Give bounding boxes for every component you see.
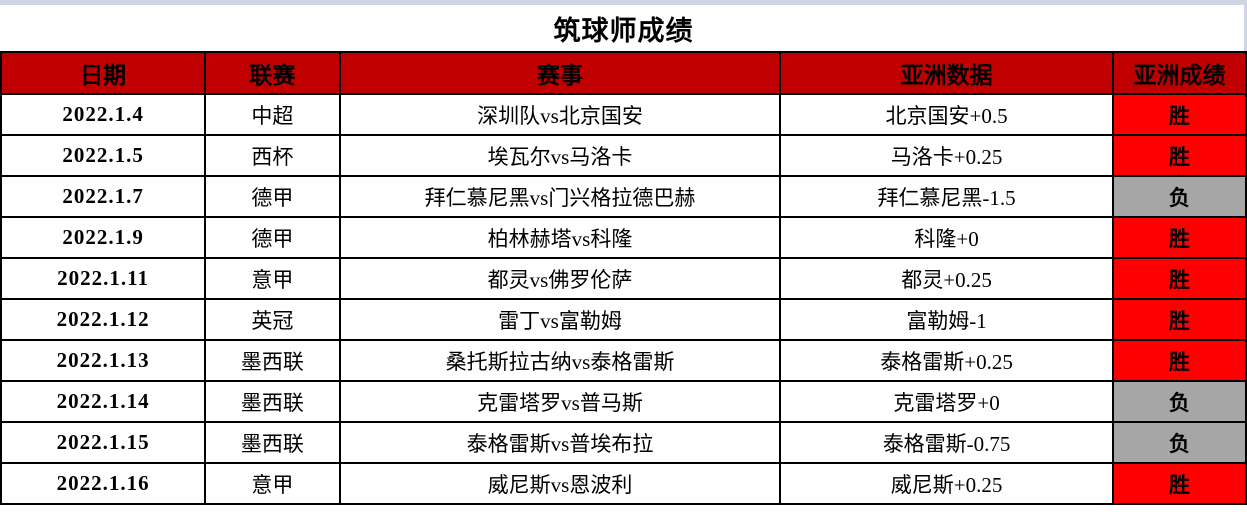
cell-match[interactable]: 拜仁慕尼黑vs门兴格拉德巴赫 xyxy=(338,175,782,218)
result-status-badge[interactable]: 胜 xyxy=(1111,257,1247,300)
result-status-badge[interactable]: 胜 xyxy=(1111,134,1247,177)
cell-league[interactable]: 意甲 xyxy=(204,462,341,505)
header-row: 日期 联赛 赛事 亚洲数据 亚洲成绩 xyxy=(0,51,1247,95)
cell-date[interactable]: 2022.1.4 xyxy=(0,93,207,136)
cell-match[interactable]: 都灵vs佛罗伦萨 xyxy=(338,257,782,300)
page-title-bar: 筑球师成绩 xyxy=(0,5,1247,51)
result-status-badge[interactable]: 胜 xyxy=(1111,298,1247,341)
cell-match[interactable]: 埃瓦尔vs马洛卡 xyxy=(338,134,782,177)
cell-asian-data[interactable]: 都灵+0.25 xyxy=(779,257,1114,300)
table-row: 2022.1.12 英冠 雷丁vs富勒姆 富勒姆-1 胜 xyxy=(0,298,1247,341)
result-status-badge[interactable]: 胜 xyxy=(1111,339,1247,382)
table-row: 2022.1.4 中超 深圳队vs北京国安 北京国安+0.5 胜 xyxy=(0,93,1247,136)
cell-asian-data[interactable]: 泰格雷斯-0.75 xyxy=(779,421,1114,464)
header-asian-data[interactable]: 亚洲数据 xyxy=(779,51,1114,95)
cell-date[interactable]: 2022.1.7 xyxy=(0,175,207,218)
cell-league[interactable]: 墨西联 xyxy=(204,380,341,423)
cell-league[interactable]: 西杯 xyxy=(204,134,341,177)
cell-league[interactable]: 德甲 xyxy=(204,216,341,259)
header-asian-result[interactable]: 亚洲成绩 xyxy=(1111,51,1247,95)
table-row: 2022.1.7 德甲 拜仁慕尼黑vs门兴格拉德巴赫 拜仁慕尼黑-1.5 负 xyxy=(0,175,1247,218)
cell-match[interactable]: 桑托斯拉古纳vs泰格雷斯 xyxy=(338,339,782,382)
result-status-badge[interactable]: 胜 xyxy=(1111,93,1247,136)
cell-league[interactable]: 墨西联 xyxy=(204,421,341,464)
cell-asian-data[interactable]: 克雷塔罗+0 xyxy=(779,380,1114,423)
result-status-badge[interactable]: 负 xyxy=(1111,421,1247,464)
cell-asian-data[interactable]: 泰格雷斯+0.25 xyxy=(779,339,1114,382)
result-status-badge[interactable]: 负 xyxy=(1111,175,1247,218)
cell-asian-data[interactable]: 拜仁慕尼黑-1.5 xyxy=(779,175,1114,218)
cell-league[interactable]: 墨西联 xyxy=(204,339,341,382)
cell-date[interactable]: 2022.1.11 xyxy=(0,257,207,300)
cell-asian-data[interactable]: 威尼斯+0.25 xyxy=(779,462,1114,505)
cell-date[interactable]: 2022.1.12 xyxy=(0,298,207,341)
cell-asian-data[interactable]: 北京国安+0.5 xyxy=(779,93,1114,136)
cell-date[interactable]: 2022.1.15 xyxy=(0,421,207,464)
cell-asian-data[interactable]: 富勒姆-1 xyxy=(779,298,1114,341)
results-table-body: 2022.1.4 中超 深圳队vs北京国安 北京国安+0.5 胜 2022.1.… xyxy=(0,93,1247,505)
table-row: 2022.1.15 墨西联 泰格雷斯vs普埃布拉 泰格雷斯-0.75 负 xyxy=(0,421,1247,464)
results-table: 日期 联赛 赛事 亚洲数据 亚洲成绩 2022.1.4 中超 深圳队vs北京国安… xyxy=(0,51,1247,505)
header-date[interactable]: 日期 xyxy=(0,51,207,95)
result-status-badge[interactable]: 胜 xyxy=(1111,216,1247,259)
results-table-header: 日期 联赛 赛事 亚洲数据 亚洲成绩 xyxy=(0,51,1247,95)
window-top-edge xyxy=(0,0,1247,5)
window-right-edge xyxy=(1244,0,1247,51)
table-row: 2022.1.9 德甲 柏林赫塔vs科隆 科隆+0 胜 xyxy=(0,216,1247,259)
cell-match[interactable]: 泰格雷斯vs普埃布拉 xyxy=(338,421,782,464)
cell-league[interactable]: 中超 xyxy=(204,93,341,136)
table-row: 2022.1.11 意甲 都灵vs佛罗伦萨 都灵+0.25 胜 xyxy=(0,257,1247,300)
header-league[interactable]: 联赛 xyxy=(204,51,341,95)
cell-league[interactable]: 德甲 xyxy=(204,175,341,218)
cell-match[interactable]: 威尼斯vs恩波利 xyxy=(338,462,782,505)
page-title: 筑球师成绩 xyxy=(553,15,694,46)
cell-match[interactable]: 雷丁vs富勒姆 xyxy=(338,298,782,341)
cell-league[interactable]: 英冠 xyxy=(204,298,341,341)
cell-asian-data[interactable]: 科隆+0 xyxy=(779,216,1114,259)
cell-match[interactable]: 克雷塔罗vs普马斯 xyxy=(338,380,782,423)
cell-match[interactable]: 深圳队vs北京国安 xyxy=(338,93,782,136)
cell-date[interactable]: 2022.1.9 xyxy=(0,216,207,259)
cell-date[interactable]: 2022.1.14 xyxy=(0,380,207,423)
cell-date[interactable]: 2022.1.5 xyxy=(0,134,207,177)
result-status-badge[interactable]: 胜 xyxy=(1111,462,1247,505)
table-row: 2022.1.13 墨西联 桑托斯拉古纳vs泰格雷斯 泰格雷斯+0.25 胜 xyxy=(0,339,1247,382)
header-match[interactable]: 赛事 xyxy=(338,51,782,95)
table-row: 2022.1.5 西杯 埃瓦尔vs马洛卡 马洛卡+0.25 胜 xyxy=(0,134,1247,177)
table-row: 2022.1.14 墨西联 克雷塔罗vs普马斯 克雷塔罗+0 负 xyxy=(0,380,1247,423)
cell-match[interactable]: 柏林赫塔vs科隆 xyxy=(338,216,782,259)
table-row: 2022.1.16 意甲 威尼斯vs恩波利 威尼斯+0.25 胜 xyxy=(0,462,1247,505)
cell-asian-data[interactable]: 马洛卡+0.25 xyxy=(779,134,1114,177)
cell-date[interactable]: 2022.1.13 xyxy=(0,339,207,382)
result-status-badge[interactable]: 负 xyxy=(1111,380,1247,423)
cell-league[interactable]: 意甲 xyxy=(204,257,341,300)
cell-date[interactable]: 2022.1.16 xyxy=(0,462,207,505)
